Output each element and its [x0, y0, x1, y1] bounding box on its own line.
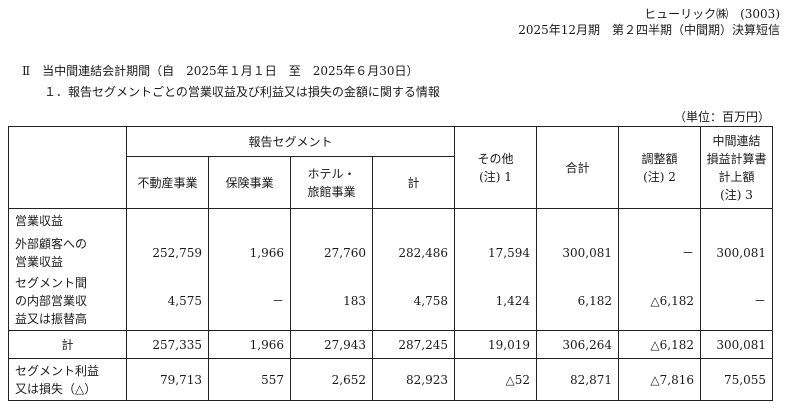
- report-period: 2025年12月期 第２四半期（中間期）決算短信: [518, 23, 780, 37]
- cell-value: 75,055: [700, 358, 774, 401]
- cell-value: 287,245: [371, 330, 456, 359]
- cell-value: 300,081: [700, 232, 774, 273]
- cell-value: 82,923: [371, 358, 456, 401]
- table-row-segment-profit: セグメント利益 又は損失（△） 79,713 557 2,652 82,923 …: [8, 358, 774, 401]
- col-header-realestate: 不動産事業: [126, 156, 209, 209]
- cell-value: 557: [208, 358, 291, 401]
- row-label-operating-revenue: 営業収益: [8, 208, 127, 233]
- company-name: ヒューリック㈱ (3003): [644, 7, 780, 21]
- cell-value: 27,760: [290, 232, 373, 273]
- cell-value: 6,182: [536, 272, 620, 331]
- table-row-intersegment: セグメント間 の内部営業収 益又は振替高 4,575 － 183 4,758 1…: [8, 272, 774, 331]
- table-row-external-revenue: 外部顧客への 営業収益 252,759 1,966 27,760 282,486…: [8, 232, 774, 273]
- cell-value: 1,966: [208, 330, 291, 359]
- cell-value: 252,759: [126, 232, 209, 273]
- cell-value: 257,335: [126, 330, 209, 359]
- cell-value: 183: [290, 272, 373, 331]
- row-label-external: 外部顧客への 営業収益: [8, 232, 127, 273]
- col-header-other: その他 (注) 1: [454, 126, 538, 209]
- cell-value: 4,758: [371, 272, 456, 331]
- cell-value: 19,019: [454, 330, 538, 359]
- unit-label: （単位：百万円）: [673, 110, 770, 124]
- cell-value: △6,182: [618, 330, 702, 359]
- cell-value: 82,871: [536, 358, 620, 401]
- cell-value: 300,081: [536, 232, 620, 273]
- row-label-intersegment: セグメント間 の内部営業収 益又は振替高: [8, 272, 127, 331]
- section-title: Ⅱ 当中間連結会計期間（自 2025年１月１日 至 2025年６月30日）: [22, 64, 419, 78]
- cell-value: 1,966: [208, 232, 291, 273]
- group-header-reportable-segments: 報告セグメント: [125, 126, 456, 157]
- col-header-subtotal: 計: [371, 156, 456, 209]
- cell-value: －: [700, 272, 774, 331]
- cell-value: 79,713: [126, 358, 209, 401]
- cell-value: 17,594: [454, 232, 538, 273]
- col-header-insurance: 保険事業: [208, 156, 291, 209]
- segment-table: 報告セグメント その他 (注) 1 合計 調整額 (注) 2 中間連結 損益計算…: [8, 126, 774, 401]
- table-row-total: 計 257,335 1,966 27,943 287,245 19,019 30…: [8, 330, 774, 359]
- subsection-title: １．報告セグメントごとの営業収益及び利益又は損失の金額に関する情報: [44, 85, 440, 99]
- cell-value: －: [618, 232, 702, 273]
- cell-value: －: [208, 272, 291, 331]
- cell-value: 2,652: [290, 358, 373, 401]
- cell-value: △6,182: [618, 272, 702, 331]
- cell-value: 306,264: [536, 330, 620, 359]
- col-header-total: 合計: [536, 126, 620, 209]
- col-header-consolidated: 中間連結 損益計算書 計上額 (注) 3: [700, 126, 774, 209]
- row-label-total: 計: [8, 330, 127, 359]
- cell-value: 4,575: [126, 272, 209, 331]
- col-header-hotel: ホテル・ 旅館事業: [290, 156, 373, 209]
- cell-value: 27,943: [290, 330, 373, 359]
- row-label-segment-profit: セグメント利益 又は損失（△）: [8, 358, 127, 401]
- cell-value: △7,816: [618, 358, 702, 401]
- cell-value: 300,081: [700, 330, 774, 359]
- cell-value: 1,424: [454, 272, 538, 331]
- corner-cell: [8, 126, 127, 209]
- cell-value: △52: [454, 358, 538, 401]
- cell-value: 282,486: [371, 232, 456, 273]
- col-header-adjustment: 調整額 (注) 2: [618, 126, 702, 209]
